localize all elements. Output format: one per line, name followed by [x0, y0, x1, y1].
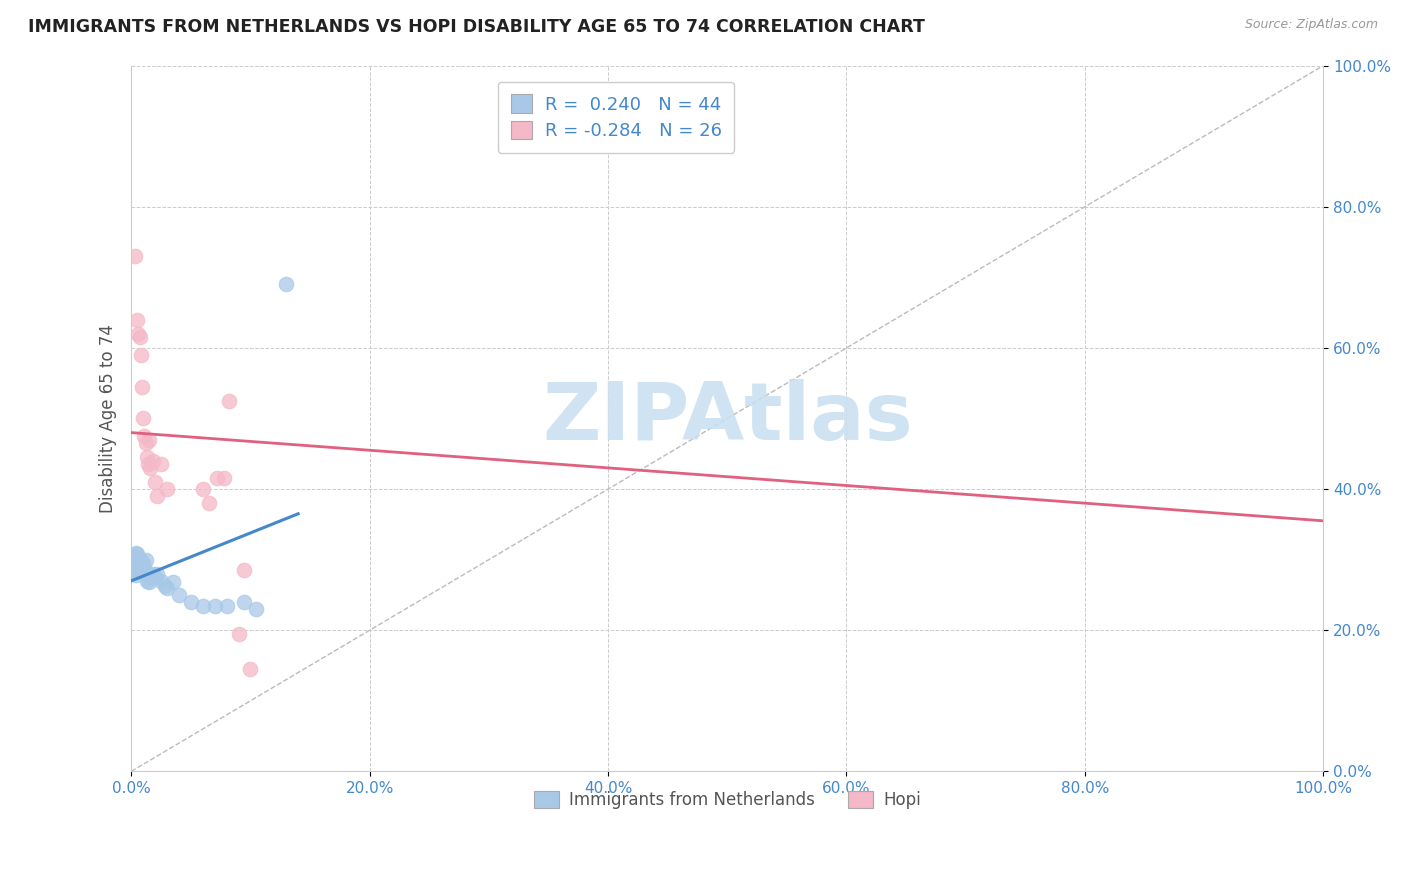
Point	[128, 556, 150, 570]
Point	[135, 436, 157, 450]
Point	[124, 552, 146, 566]
Point	[276, 277, 298, 292]
Point	[204, 599, 226, 613]
Point	[138, 433, 160, 447]
Point	[139, 461, 162, 475]
Point	[132, 556, 155, 570]
Point	[129, 556, 152, 570]
Point	[129, 559, 152, 574]
Point	[127, 561, 149, 575]
Point	[127, 556, 149, 570]
Point	[131, 558, 153, 573]
Point	[218, 393, 240, 408]
Point	[124, 556, 146, 570]
Point	[124, 549, 146, 563]
Point	[156, 482, 179, 496]
Text: Source: ZipAtlas.com: Source: ZipAtlas.com	[1244, 18, 1378, 31]
Point	[124, 249, 146, 263]
Text: IMMIGRANTS FROM NETHERLANDS VS HOPI DISABILITY AGE 65 TO 74 CORRELATION CHART: IMMIGRANTS FROM NETHERLANDS VS HOPI DISA…	[28, 18, 925, 36]
Point	[150, 574, 173, 588]
Point	[180, 595, 202, 609]
Point	[127, 552, 149, 566]
Text: ZIPAtlas: ZIPAtlas	[541, 379, 912, 458]
Point	[136, 458, 159, 472]
Point	[142, 566, 165, 581]
Point	[228, 626, 250, 640]
Point	[239, 662, 262, 676]
Point	[132, 563, 155, 577]
Point	[153, 579, 176, 593]
Point	[129, 348, 152, 362]
Point	[212, 471, 235, 485]
Point	[127, 312, 149, 326]
Point	[122, 559, 145, 574]
Point	[205, 471, 228, 485]
Point	[146, 566, 169, 581]
Point	[135, 552, 157, 566]
Point	[191, 599, 214, 613]
Point	[127, 326, 149, 341]
Point	[162, 575, 184, 590]
Point	[138, 575, 160, 590]
Point	[156, 581, 179, 595]
Point	[134, 559, 156, 574]
Point	[245, 602, 267, 616]
Point	[127, 551, 149, 566]
Point	[197, 496, 219, 510]
Point	[142, 454, 165, 468]
Point	[146, 489, 169, 503]
Point	[122, 563, 145, 577]
Legend: Immigrants from Netherlands, Hopi: Immigrants from Netherlands, Hopi	[527, 784, 928, 816]
Point	[139, 570, 162, 584]
Point	[125, 566, 148, 580]
Point	[191, 482, 214, 496]
Point	[134, 429, 156, 443]
Point	[125, 545, 148, 559]
Point	[136, 566, 159, 581]
Point	[135, 450, 157, 465]
Point	[128, 563, 150, 577]
Point	[132, 411, 155, 425]
Point	[233, 595, 256, 609]
Point	[167, 588, 190, 602]
Point	[128, 330, 150, 344]
Point	[131, 563, 153, 577]
Point	[135, 574, 157, 588]
Point	[131, 380, 153, 394]
Point	[127, 556, 149, 570]
Point	[215, 599, 238, 613]
Point	[150, 458, 173, 472]
Point	[127, 547, 149, 561]
Y-axis label: Disability Age 65 to 74: Disability Age 65 to 74	[100, 324, 117, 513]
Point	[233, 563, 256, 577]
Point	[143, 475, 166, 489]
Point	[125, 568, 148, 582]
Point	[143, 570, 166, 584]
Point	[129, 552, 152, 566]
